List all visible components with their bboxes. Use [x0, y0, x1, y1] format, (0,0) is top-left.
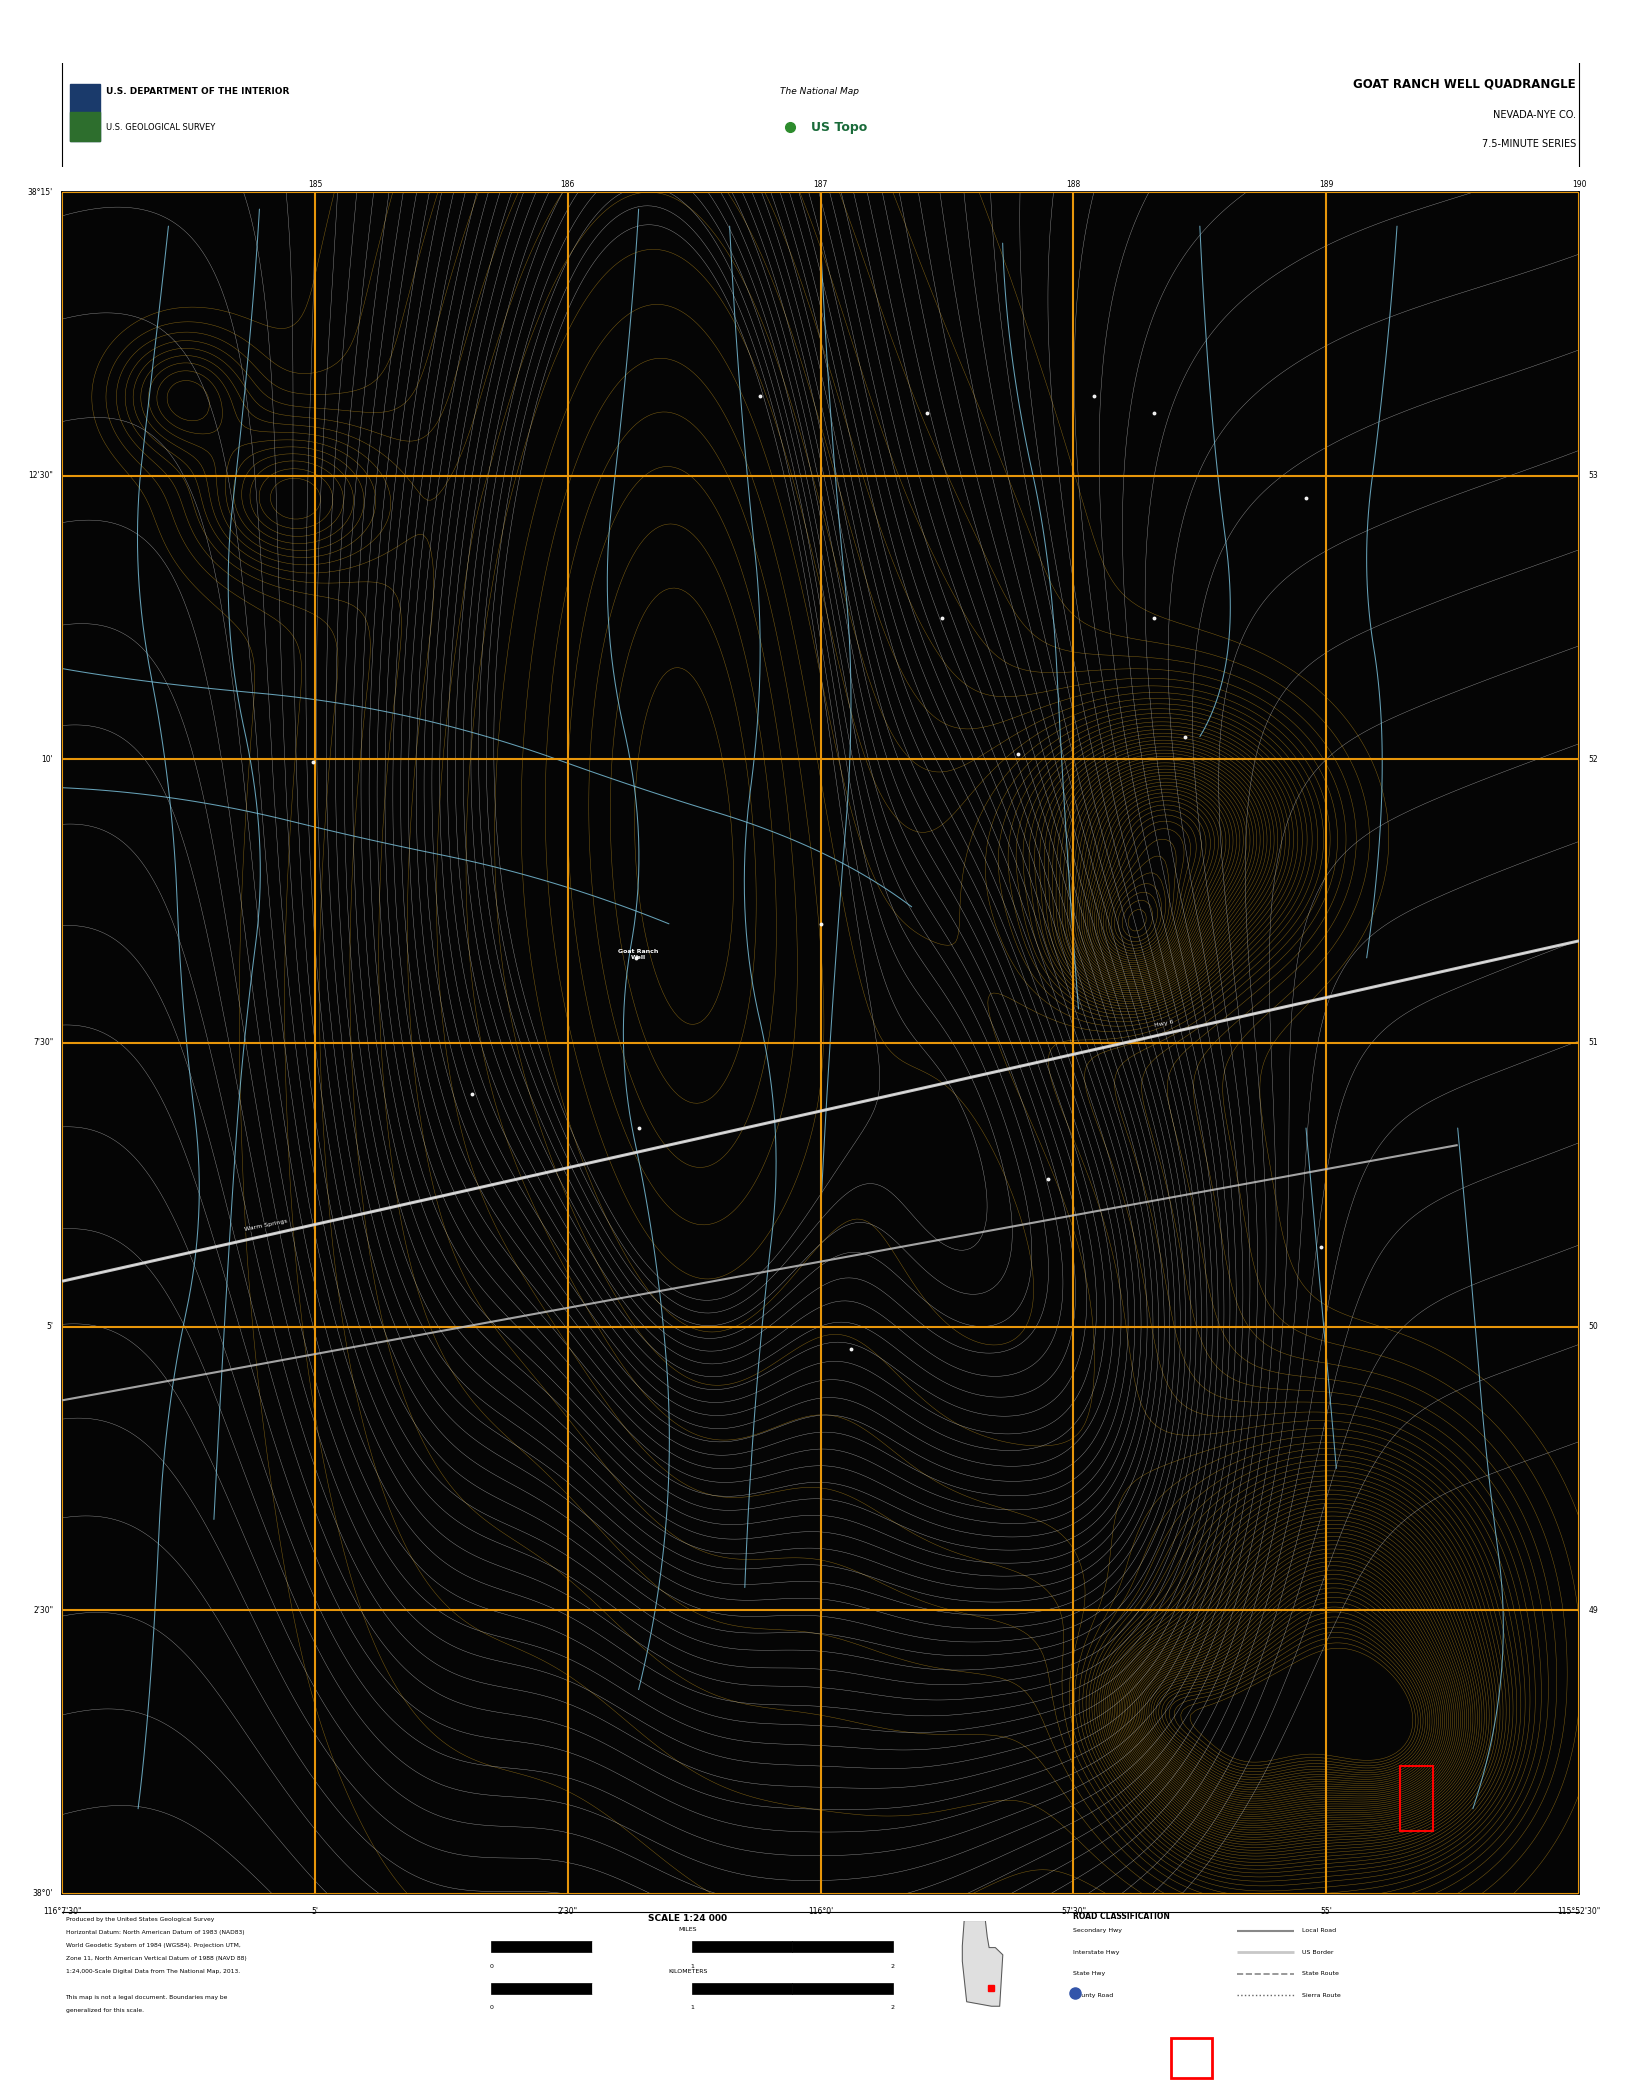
- Text: Goat Ranch
Well: Goat Ranch Well: [619, 950, 658, 960]
- Bar: [691, 1942, 793, 1952]
- Text: 115°52'30": 115°52'30": [1558, 1908, 1600, 1917]
- Text: 5': 5': [311, 1908, 318, 1917]
- Text: Horizontal Datum: North American Datum of 1983 (NAD83): Horizontal Datum: North American Datum o…: [66, 1931, 244, 1936]
- Text: 189: 189: [1319, 180, 1333, 190]
- Text: M: M: [1071, 1990, 1078, 1996]
- Text: MILES: MILES: [678, 1927, 698, 1931]
- Text: Produced by the United States Geological Survey: Produced by the United States Geological…: [66, 1917, 215, 1923]
- Text: World Geodetic System of 1984 (WGS84). Projection UTM,: World Geodetic System of 1984 (WGS84). P…: [66, 1944, 241, 1948]
- Text: 116°7'30": 116°7'30": [43, 1908, 82, 1917]
- Bar: [793, 1984, 893, 1994]
- Text: 186: 186: [560, 180, 575, 190]
- Bar: [591, 1984, 693, 1994]
- Text: 38°0': 38°0': [33, 1890, 52, 1898]
- Text: County Road: County Road: [1073, 1992, 1114, 1998]
- Text: 57'30": 57'30": [1061, 1908, 1086, 1917]
- Bar: [591, 1942, 693, 1952]
- Text: 1:24,000-Scale Digital Data from The National Map, 2013.: 1:24,000-Scale Digital Data from The Nat…: [66, 1969, 239, 1975]
- Text: 1: 1: [690, 2004, 695, 2011]
- Text: The National Map: The National Map: [780, 88, 858, 96]
- Text: 2: 2: [891, 2004, 894, 2011]
- Text: Zone 11, North American Vertical Datum of 1988 (NAVD 88): Zone 11, North American Vertical Datum o…: [66, 1956, 246, 1961]
- Text: US Border: US Border: [1302, 1950, 1333, 1954]
- Text: 0: 0: [490, 2004, 493, 2011]
- Text: 51: 51: [1589, 1038, 1597, 1048]
- Text: 7.5-MINUTE SERIES: 7.5-MINUTE SERIES: [1481, 140, 1576, 148]
- Text: State Route: State Route: [1302, 1971, 1340, 1977]
- Text: 52: 52: [1589, 756, 1597, 764]
- Text: 49: 49: [1589, 1606, 1599, 1614]
- Text: 190: 190: [1572, 180, 1586, 190]
- Text: Warm Springs: Warm Springs: [244, 1219, 288, 1232]
- Text: US Topo: US Topo: [811, 121, 867, 134]
- Text: GOAT RANCH WELL QUADRANGLE: GOAT RANCH WELL QUADRANGLE: [1353, 77, 1576, 90]
- Text: Interstate Hwy: Interstate Hwy: [1073, 1950, 1119, 1954]
- Text: State Hwy: State Hwy: [1073, 1971, 1106, 1977]
- Text: 5': 5': [46, 1322, 52, 1330]
- Text: 188: 188: [1066, 180, 1081, 190]
- Text: NEVADA-NYE CO.: NEVADA-NYE CO.: [1492, 111, 1576, 119]
- Bar: [793, 1942, 893, 1952]
- Text: 0: 0: [490, 1963, 493, 1969]
- Text: 187: 187: [814, 180, 827, 190]
- Text: U.S. GEOLOGICAL SURVEY: U.S. GEOLOGICAL SURVEY: [106, 123, 216, 132]
- Text: 7'30": 7'30": [33, 1038, 52, 1048]
- Text: 53: 53: [1589, 472, 1599, 480]
- Bar: [491, 1984, 591, 1994]
- Text: 185: 185: [308, 180, 323, 190]
- Text: 1: 1: [690, 1963, 695, 1969]
- Bar: [70, 113, 100, 142]
- Text: Sierra Route: Sierra Route: [1302, 1992, 1342, 1998]
- Text: 50: 50: [1589, 1322, 1599, 1330]
- Text: U.S. DEPARTMENT OF THE INTERIOR: U.S. DEPARTMENT OF THE INTERIOR: [106, 88, 290, 96]
- Bar: [1400, 1766, 1433, 1831]
- Text: 116°0': 116°0': [808, 1908, 834, 1917]
- Text: 55': 55': [1320, 1908, 1332, 1917]
- Text: 2: 2: [891, 1963, 894, 1969]
- Text: 2'30": 2'30": [33, 1606, 52, 1614]
- Text: Secondary Hwy: Secondary Hwy: [1073, 1929, 1122, 1933]
- Bar: [70, 84, 100, 142]
- Polygon shape: [962, 1921, 1002, 2007]
- Bar: [691, 1984, 793, 1994]
- Text: Local Road: Local Road: [1302, 1929, 1337, 1933]
- Bar: [491, 1942, 591, 1952]
- Text: Hwy 6: Hwy 6: [1155, 1019, 1174, 1027]
- Text: 10': 10': [41, 756, 52, 764]
- Text: SCALE 1:24 000: SCALE 1:24 000: [649, 1915, 727, 1923]
- Bar: [1171, 2038, 1212, 2078]
- Text: 2'30": 2'30": [559, 1908, 578, 1917]
- Text: This map is not a legal document. Boundaries may be: This map is not a legal document. Bounda…: [66, 1996, 228, 2000]
- Text: 12'30": 12'30": [28, 472, 52, 480]
- Text: ROAD CLASSIFICATION: ROAD CLASSIFICATION: [1073, 1913, 1170, 1921]
- Text: generalized for this scale.: generalized for this scale.: [66, 2009, 144, 2013]
- Text: 38°15': 38°15': [28, 188, 52, 196]
- Text: KILOMETERS: KILOMETERS: [668, 1969, 708, 1973]
